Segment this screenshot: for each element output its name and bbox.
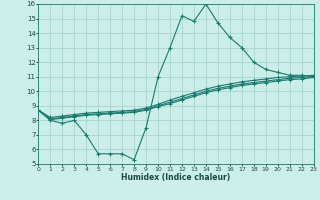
X-axis label: Humidex (Indice chaleur): Humidex (Indice chaleur) [121, 173, 231, 182]
